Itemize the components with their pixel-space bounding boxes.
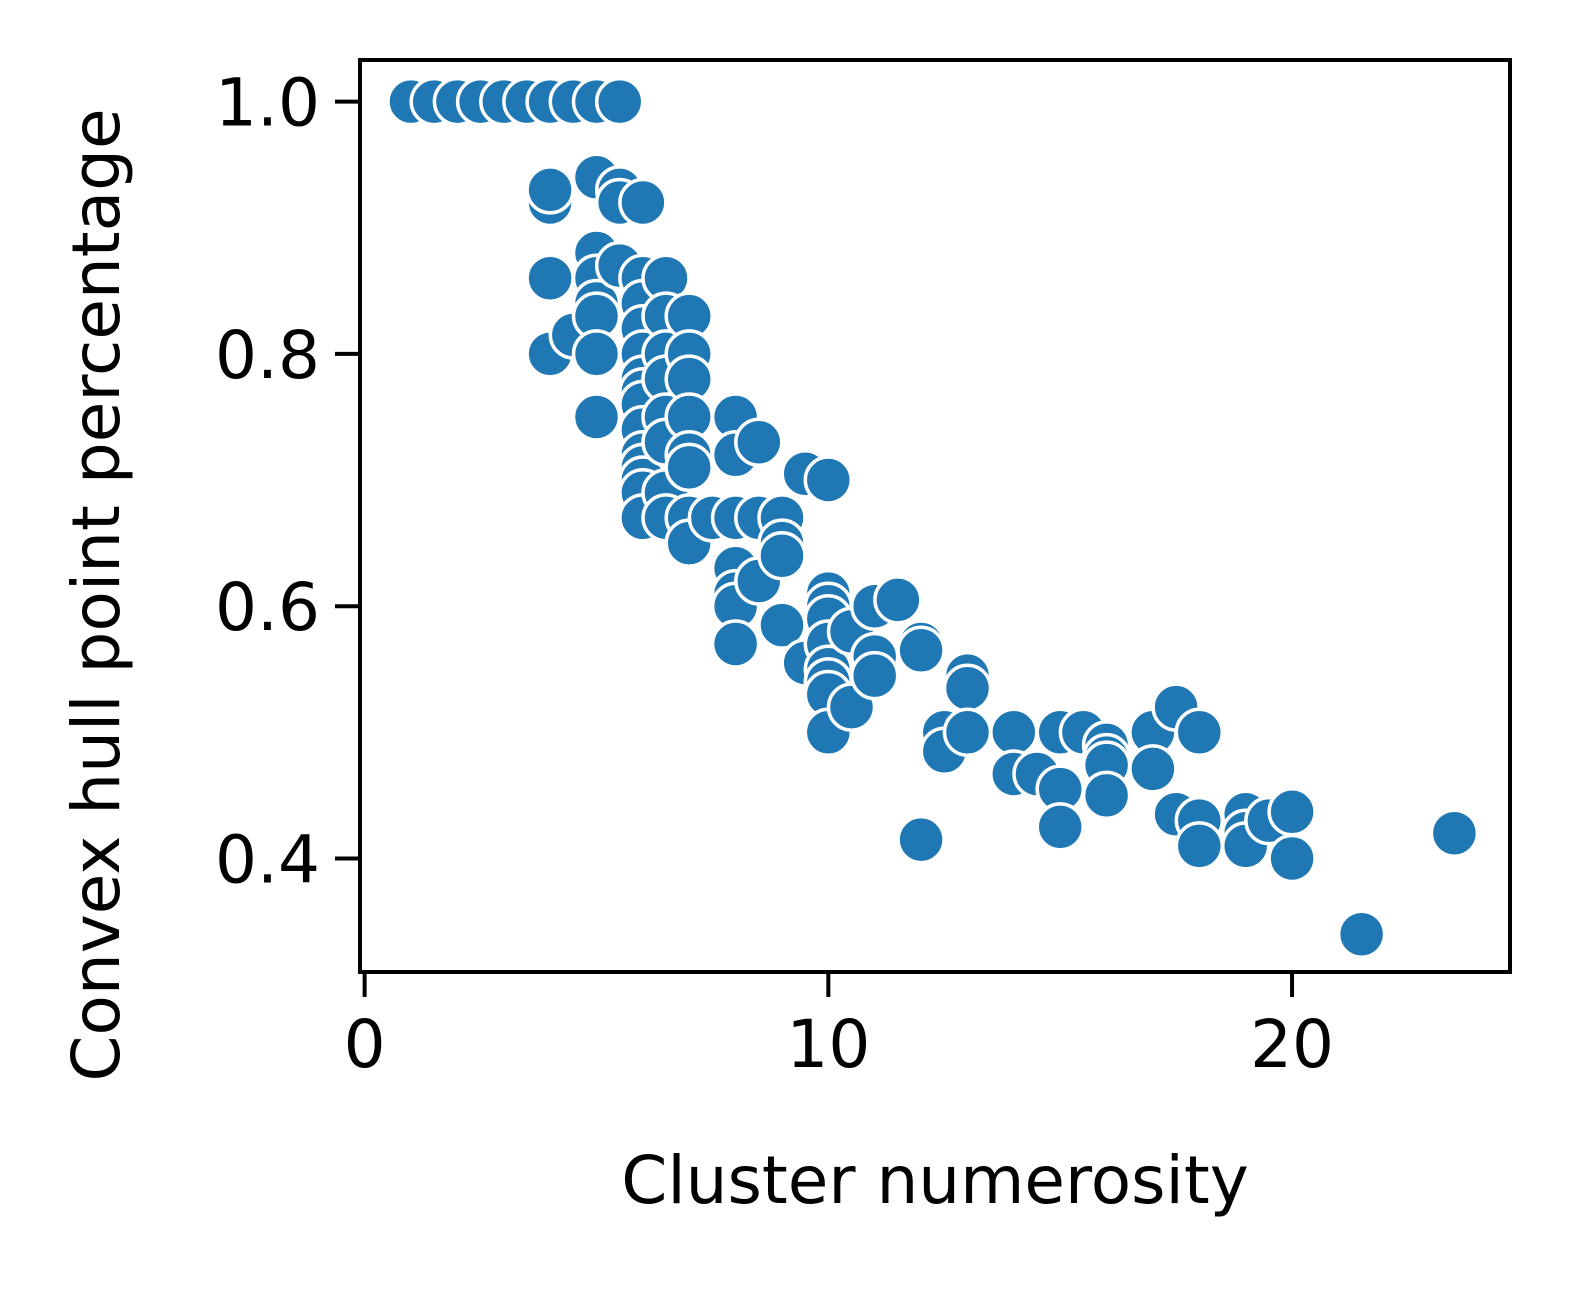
x-tick-label: 20 — [1250, 1006, 1334, 1083]
data-point — [757, 530, 807, 581]
data-point — [594, 76, 645, 127]
data-point — [1267, 787, 1317, 837]
data-point — [1336, 909, 1387, 959]
data-point — [803, 455, 854, 505]
data-point — [618, 177, 668, 228]
x-tick-label: 0 — [344, 1006, 386, 1083]
y-tick-label: 0.8 — [215, 317, 320, 394]
scatter-points — [386, 76, 1480, 959]
data-point — [1081, 770, 1132, 821]
x-axis-title: Cluster numerosity — [621, 1142, 1249, 1219]
plot-frame — [358, 58, 1512, 974]
data-point — [849, 650, 900, 701]
x-tick-label: 10 — [786, 1006, 870, 1083]
y-tick-label: 1.0 — [215, 65, 320, 142]
data-point — [664, 442, 714, 493]
y-tick-label: 0.6 — [215, 569, 320, 646]
data-point — [942, 707, 993, 758]
data-point — [734, 417, 784, 467]
data-point — [942, 663, 993, 713]
data-point — [525, 253, 575, 303]
data-point — [1267, 833, 1317, 884]
y-tick-label: 0.4 — [215, 821, 320, 898]
data-point — [1174, 821, 1225, 871]
data-point — [1174, 707, 1225, 758]
data-point — [1035, 802, 1085, 852]
data-point — [1128, 744, 1178, 794]
y-axis-title: Convex hull point percentage — [58, 108, 135, 1081]
y-axis: 0.4 0.6 0.8 1.0 — [215, 65, 360, 898]
data-point — [873, 575, 923, 625]
data-point — [525, 165, 575, 215]
data-point — [896, 814, 946, 865]
data-point — [571, 329, 622, 379]
data-point — [896, 625, 946, 676]
data-point — [710, 619, 761, 669]
x-axis: 0 10 20 — [344, 972, 1334, 1083]
data-point — [1429, 808, 1480, 858]
data-point — [571, 392, 622, 442]
data-point — [989, 707, 1039, 758]
